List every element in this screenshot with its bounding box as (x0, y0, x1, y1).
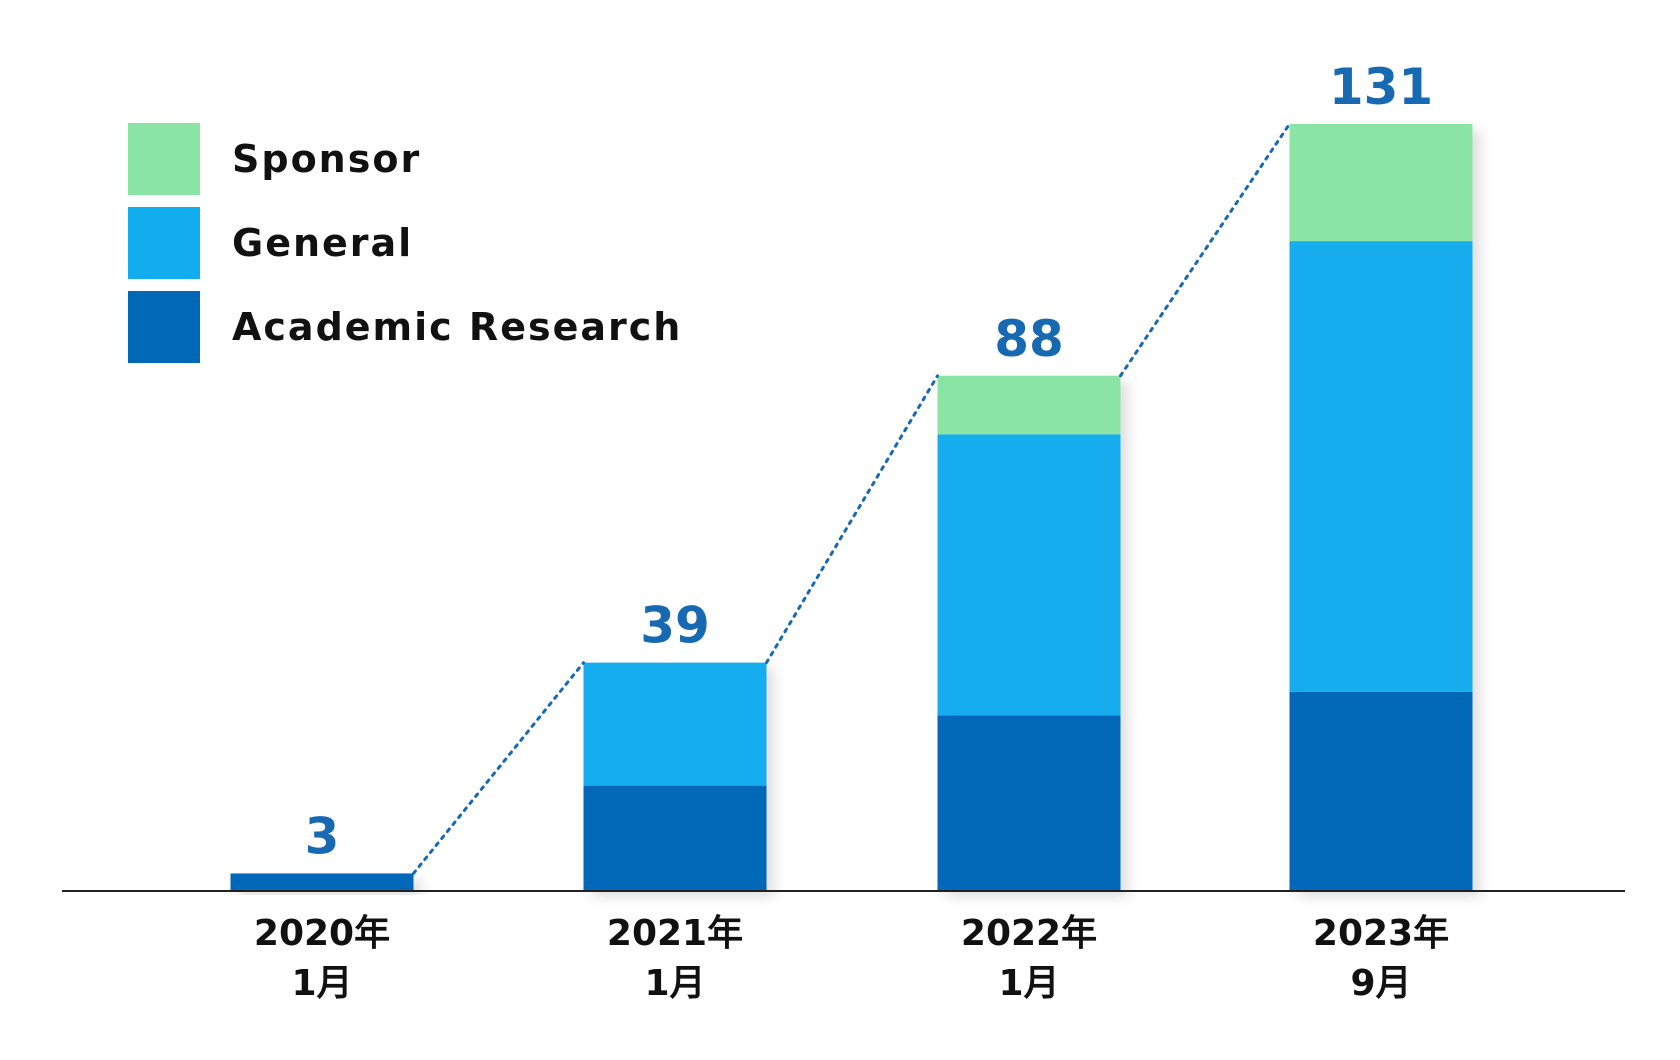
legend-item-academic-research: Academic Research (128, 291, 682, 363)
bar-segment-general-3 (1289, 241, 1473, 692)
bar-segment-general-1 (583, 662, 767, 786)
total-label-2: 88 (994, 310, 1064, 368)
legend-swatch-general (128, 207, 200, 279)
bar-stack-3 (1289, 124, 1473, 891)
legend-label-sponsor: Sponsor (232, 137, 422, 181)
x-tick-label-0-line-0: 2020年 (254, 913, 390, 954)
legend-swatch-sponsor (128, 123, 200, 195)
total-label-3: 131 (1329, 58, 1433, 116)
total-label-0: 3 (305, 807, 340, 865)
x-tick-label-1-line-1: 1月 (644, 963, 705, 1004)
bar-segment-academic-research-1 (583, 785, 767, 891)
connector-line-0 (412, 661, 585, 875)
legend-item-general: General (128, 207, 413, 279)
x-tick-label-3-line-0: 2023年 (1313, 913, 1449, 954)
bar-segment-academic-research-3 (1289, 691, 1473, 891)
bar-stack-1 (583, 662, 767, 891)
x-tick-label-2-line-1: 1月 (998, 963, 1059, 1004)
bar-segment-general-2 (937, 434, 1121, 716)
legend-swatch-academic-research (128, 291, 200, 363)
labels-layer: 3 2020年 1月 39 2021年 1月 88 2022年 1月 131 2023年 9月 (254, 58, 1449, 1004)
x-tick-label-3-line-1: 9月 (1350, 963, 1411, 1004)
bar-segment-sponsor-3 (1289, 124, 1473, 242)
bar-segment-academic-research-0 (230, 873, 414, 891)
connector-lines (412, 122, 1291, 875)
legend-label-academic-research: Academic Research (232, 305, 683, 349)
x-tick-label-2-line-0: 2022年 (961, 913, 1097, 954)
bar-segment-sponsor-2 (937, 375, 1121, 435)
legend: Sponsor General Academic Research (128, 123, 748, 368)
bar-stack-0 (230, 873, 414, 891)
connector-line-2 (1119, 122, 1291, 378)
connector-line-1 (765, 374, 939, 665)
bars-layer (230, 124, 1473, 891)
legend-label-general: General (232, 221, 414, 265)
bar-segment-academic-research-2 (937, 715, 1121, 891)
x-tick-label-1-line-0: 2021年 (607, 913, 743, 954)
x-tick-label-0-line-1: 1月 (291, 963, 352, 1004)
total-label-1: 39 (640, 597, 710, 655)
bar-stack-2 (937, 375, 1121, 891)
legend-item-sponsor: Sponsor (128, 123, 421, 195)
